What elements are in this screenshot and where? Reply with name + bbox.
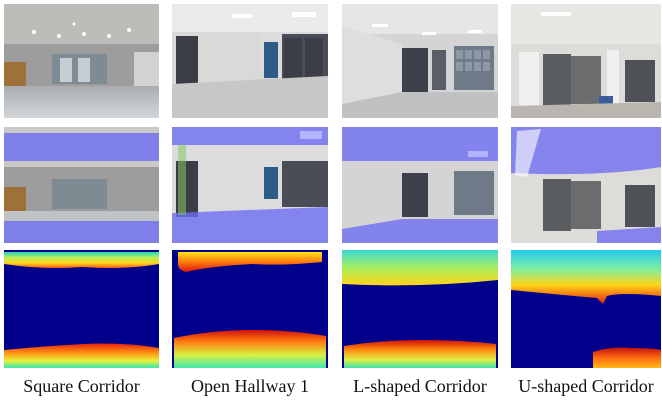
photo-open-hallway-1 [172,4,328,118]
depth-square-corridor [4,250,159,368]
depth-open-hallway-1 [172,250,328,368]
segmentation-l-shaped-corridor [342,127,498,243]
segmentation-square-corridor [4,127,159,243]
caption-l-shaped-corridor: L-shaped Corridor [353,376,487,396]
caption-u-shaped-corridor: U-shaped Corridor [518,376,654,396]
caption-open-hallway-1: Open Hallway 1 [191,376,309,396]
depth-l-shaped-corridor [342,250,498,368]
segmentation-u-shaped-corridor [511,127,661,243]
depth-u-shaped-corridor [511,250,661,368]
caption-square-corridor: Square Corridor [23,376,140,396]
photo-square-corridor [4,4,159,118]
segmentation-open-hallway-1 [172,127,328,243]
photo-u-shaped-corridor [511,4,661,118]
photo-l-shaped-corridor [342,4,498,118]
